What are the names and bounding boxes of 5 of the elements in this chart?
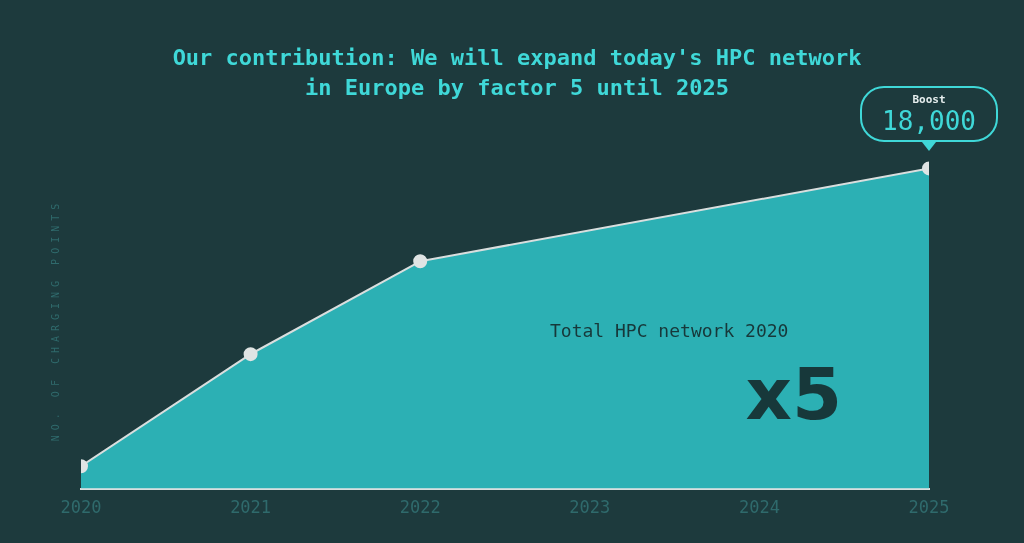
annotation: Total HPC network 2020 — [550, 319, 789, 341]
chart-title: Our contribution: We will expand today's HPC network in Europe by factor 5 until 2025 — [172, 44, 862, 100]
annotation: x5 — [745, 351, 842, 436]
annotation: 18,000 — [882, 106, 976, 137]
text: Boost — [912, 93, 946, 107]
